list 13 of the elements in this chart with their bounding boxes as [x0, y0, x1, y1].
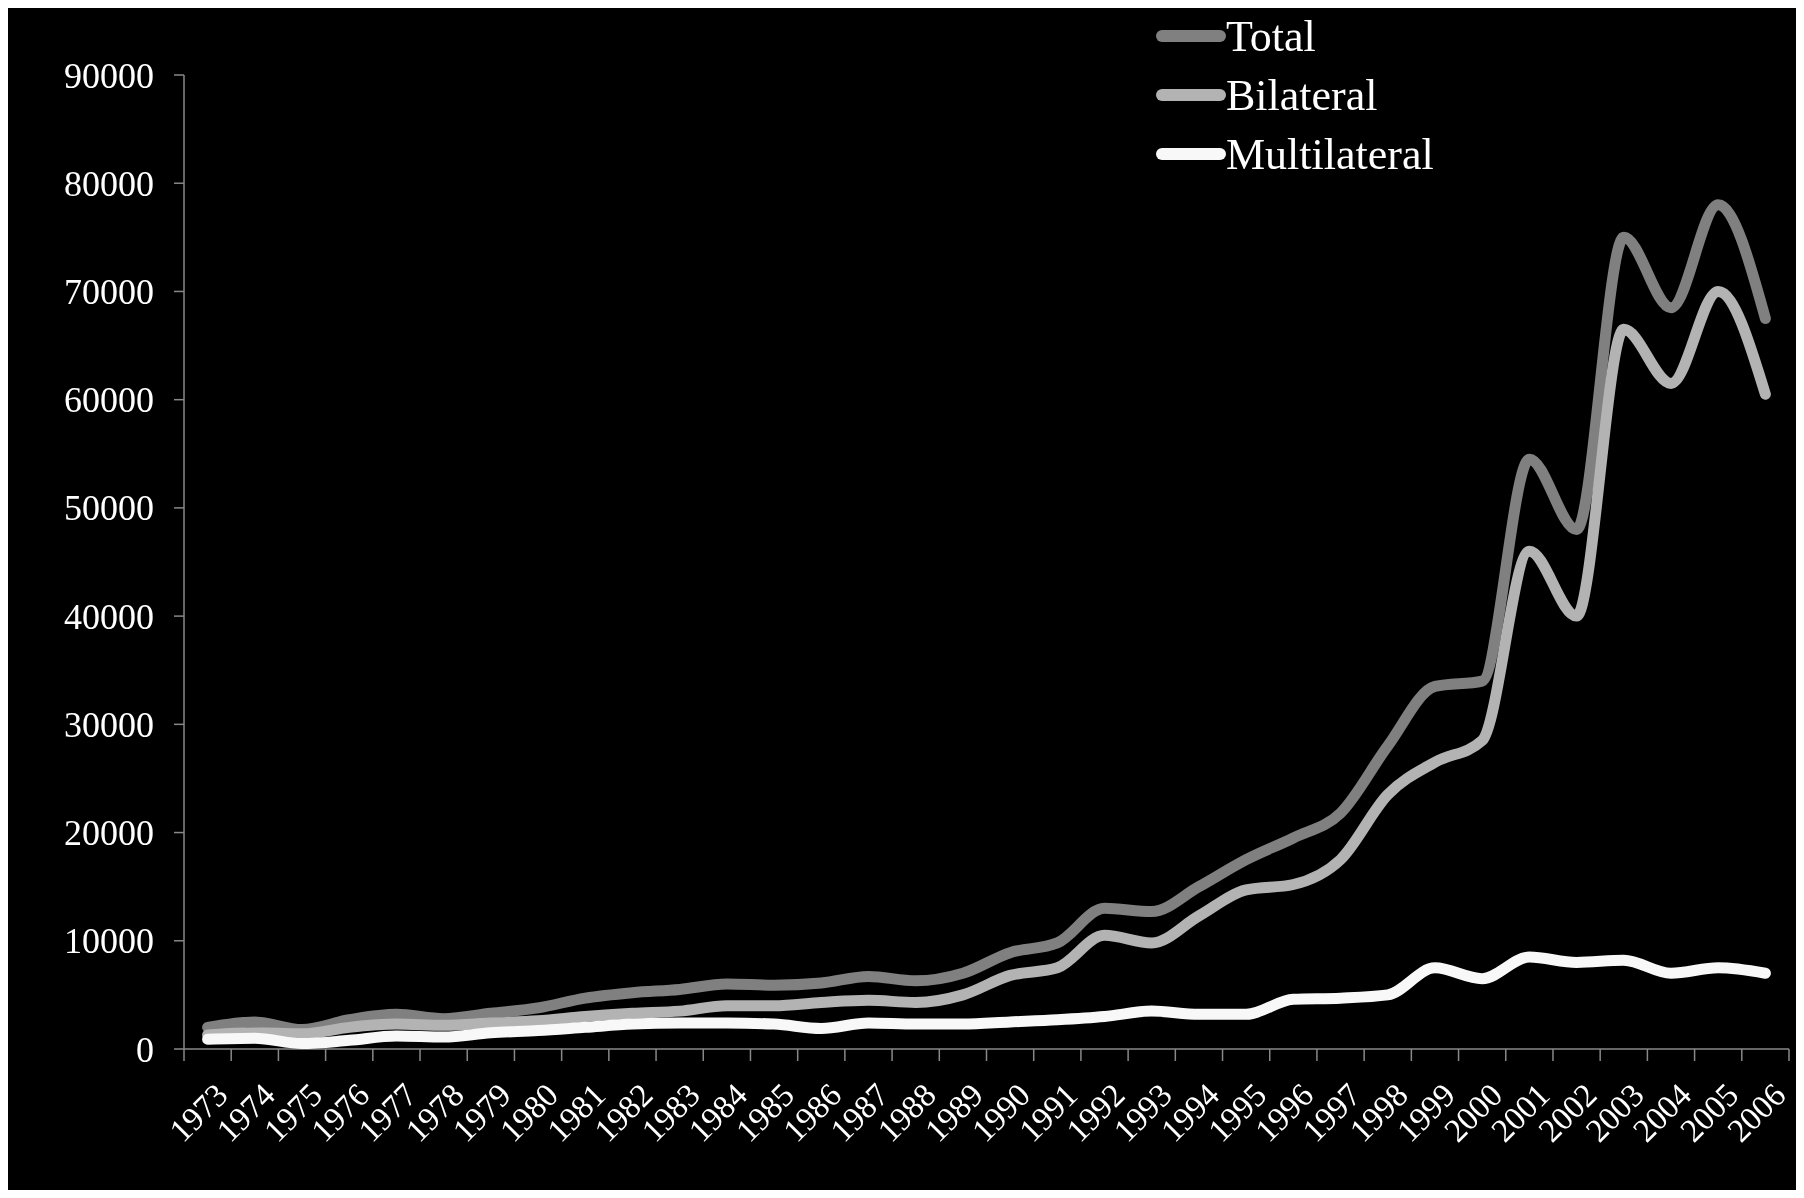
- y-tick-label: 0: [136, 1029, 154, 1070]
- legend-label: Multilateral: [1226, 130, 1434, 180]
- y-tick-label: 10000: [64, 921, 154, 962]
- legend-label: Total: [1226, 12, 1316, 62]
- y-tick-label: 80000: [64, 163, 154, 204]
- y-tick-label: 20000: [64, 813, 154, 854]
- y-tick-label: 40000: [64, 596, 154, 637]
- y-tick-label: 90000: [64, 55, 154, 96]
- y-tick-label: 30000: [64, 704, 154, 745]
- y-tick-label: 50000: [64, 488, 154, 529]
- y-tick-label: 70000: [64, 272, 154, 313]
- y-tick-label: 60000: [64, 380, 154, 421]
- legend-label: Bilateral: [1226, 71, 1378, 121]
